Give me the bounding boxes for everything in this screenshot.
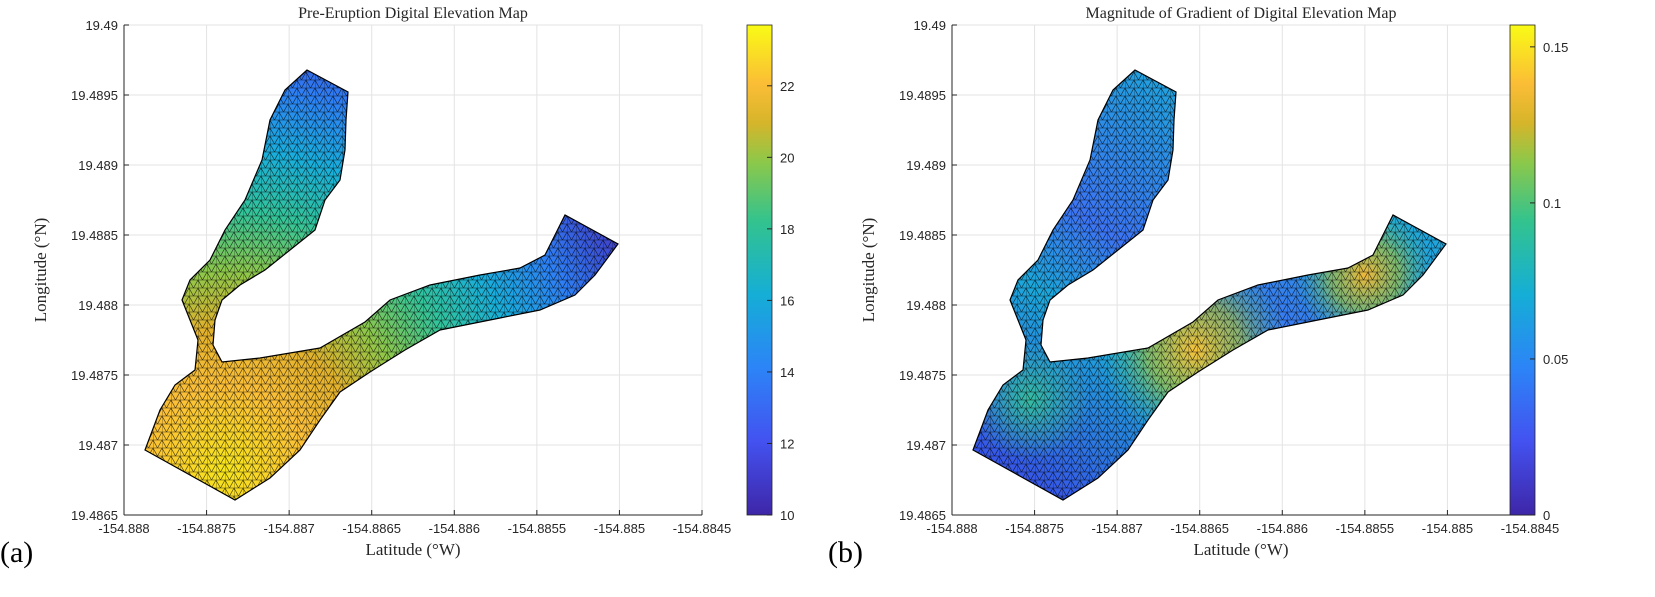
y-tick-label: 19.4865 [71,508,118,523]
x-tick-label: -154.8865 [1170,521,1229,536]
y-tick-label: 19.49 [913,18,946,33]
x-tick-label: -154.885 [1422,521,1473,536]
x-tick-label: -154.8855 [508,521,567,536]
x-tick-label: -154.8875 [1005,521,1064,536]
x-tick-label: -154.887 [1091,521,1142,536]
y-tick-label: 19.4895 [71,88,118,103]
x-tick-label: -154.8875 [177,521,236,536]
x-tick-label: -154.888 [98,521,149,536]
x-axis-label: Latitude (°W) [1193,540,1288,559]
colorbar-gradient [746,24,773,516]
colorbar-gradient [1509,24,1536,516]
panel-a-elevation-map: -154.888 -154.8875 -154.887 -154.8865 -154.8… [0,5,794,569]
y-tick-label: 19.487 [906,438,946,453]
y-tick-label: 19.489 [78,158,118,173]
x-tick-label: -154.8865 [342,521,401,536]
colorbar-tick-label: 0.15 [1543,40,1568,55]
y-tick-label: 19.4885 [899,228,946,243]
y-tick-label: 19.4865 [899,508,946,523]
y-tick-label: 19.4885 [71,228,118,243]
y-tick-label: 19.489 [906,158,946,173]
y-tick-label: 19.4895 [899,88,946,103]
panel-b-gradient-map: -154.888 -154.8875 -154.887 -154.8865 -154.8… [828,5,1568,569]
x-axis-label: Latitude (°W) [365,540,460,559]
y-tick-label: 19.49 [85,18,118,33]
colorbar: 0 0.05 0.1 0.15 [1509,24,1568,523]
colorbar-tick-label: 10 [780,508,794,523]
x-tick-label: -154.886 [1257,521,1308,536]
colorbar-tick-label: 14 [780,365,794,380]
colorbar-tick-label: 0.05 [1543,352,1568,367]
colorbar: 10 12 14 16 18 20 22 [746,24,794,523]
mesh-boundary [972,69,1447,501]
x-tick-label: -154.887 [263,521,314,536]
y-axis-label: Longitude (°N) [859,218,878,323]
y-tick-label: 19.488 [906,298,946,313]
y-tick-label: 19.4875 [71,368,118,383]
x-tick-label: -154.8855 [1336,521,1395,536]
x-tick-label: -154.888 [926,521,977,536]
colorbar-tick-label: 18 [780,222,794,237]
colorbar-tick-label: 0 [1543,508,1550,523]
y-tick-label: 19.487 [78,438,118,453]
y-axis-label: Longitude (°N) [31,218,50,323]
colorbar-tick-label: 16 [780,293,794,308]
x-tick-label: -154.8845 [1501,521,1560,536]
colorbar-tick-label: 20 [780,150,794,165]
chart-title: Magnitude of Gradient of Digital Elevati… [1085,5,1396,22]
colorbar-tick-label: 22 [780,79,794,94]
mesh-boundary [144,69,619,501]
colorbar-tick-label: 0.1 [1543,196,1561,211]
x-tick-label: -154.885 [594,521,645,536]
panel-label: (b) [828,536,863,569]
x-tick-label: -154.886 [429,521,480,536]
y-tick-label: 19.488 [78,298,118,313]
y-tick-label: 19.4875 [899,368,946,383]
x-tick-label: -154.8845 [673,521,732,536]
chart-title: Pre-Eruption Digital Elevation Map [298,5,528,22]
panel-label: (a) [0,536,33,569]
colorbar-tick-label: 12 [780,436,794,451]
